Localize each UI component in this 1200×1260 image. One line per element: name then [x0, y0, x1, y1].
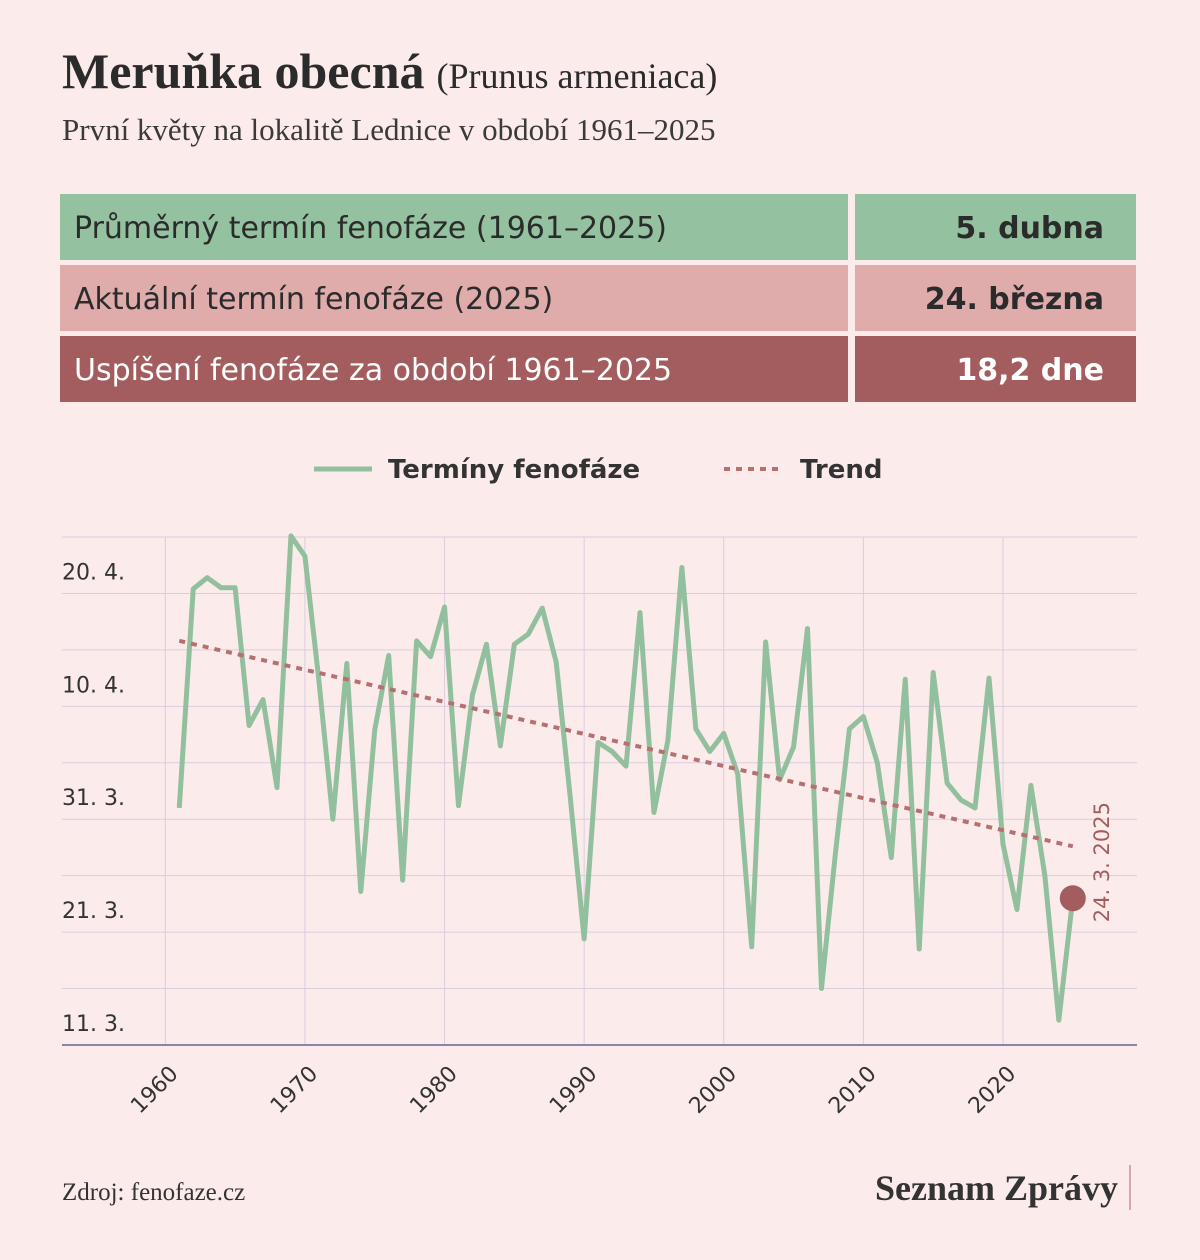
annotation: 24. 3. 2025 — [1090, 802, 1114, 922]
summary-table: Průměrný termín fenofáze (1961–2025) 5. d… — [60, 194, 1136, 402]
row-label-cell — [60, 265, 848, 331]
y-tick-label: 31. 3. — [62, 786, 125, 811]
row-value-cell — [855, 265, 1136, 331]
row-label: Aktuální termín fenofáze (2025) — [74, 282, 553, 317]
brand: Seznam Zprávy — [875, 1168, 1118, 1208]
row-label: Průměrný termín fenofáze (1961–2025) — [74, 211, 667, 246]
trend-line — [178, 638, 1074, 849]
row-value: 24. března — [925, 282, 1104, 317]
title: Meruňka obecná (Prunus armeniaca) — [62, 43, 717, 99]
data-line — [176, 533, 1076, 1023]
row-value-cell — [855, 194, 1136, 260]
highlight-point — [1059, 885, 1086, 912]
row-value-cell — [855, 336, 1136, 402]
legend-label: Termíny fenofáze — [388, 455, 640, 485]
row-label: Uspíšení fenofáze za období 1961–2025 — [74, 353, 672, 388]
title-latin: (Prunus armeniaca) — [437, 56, 718, 96]
y-tick-label: 21. 3. — [62, 899, 125, 924]
legend-label: Trend — [800, 455, 882, 485]
source: Zdroj: fenofaze.cz — [62, 1179, 245, 1206]
row-label-cell — [60, 336, 848, 402]
y-tick-label: 11. 3. — [62, 1012, 125, 1037]
row-value: 18,2 dne — [956, 353, 1104, 388]
y-tick-label: 10. 4. — [62, 673, 125, 698]
title-main: Meruňka obecná — [62, 43, 425, 99]
row-label-cell — [60, 194, 848, 260]
row-value: 5. dubna — [955, 211, 1104, 246]
subtitle: První květy na lokalitě Lednice v období… — [62, 112, 715, 147]
y-tick-label: 20. 4. — [62, 560, 125, 585]
